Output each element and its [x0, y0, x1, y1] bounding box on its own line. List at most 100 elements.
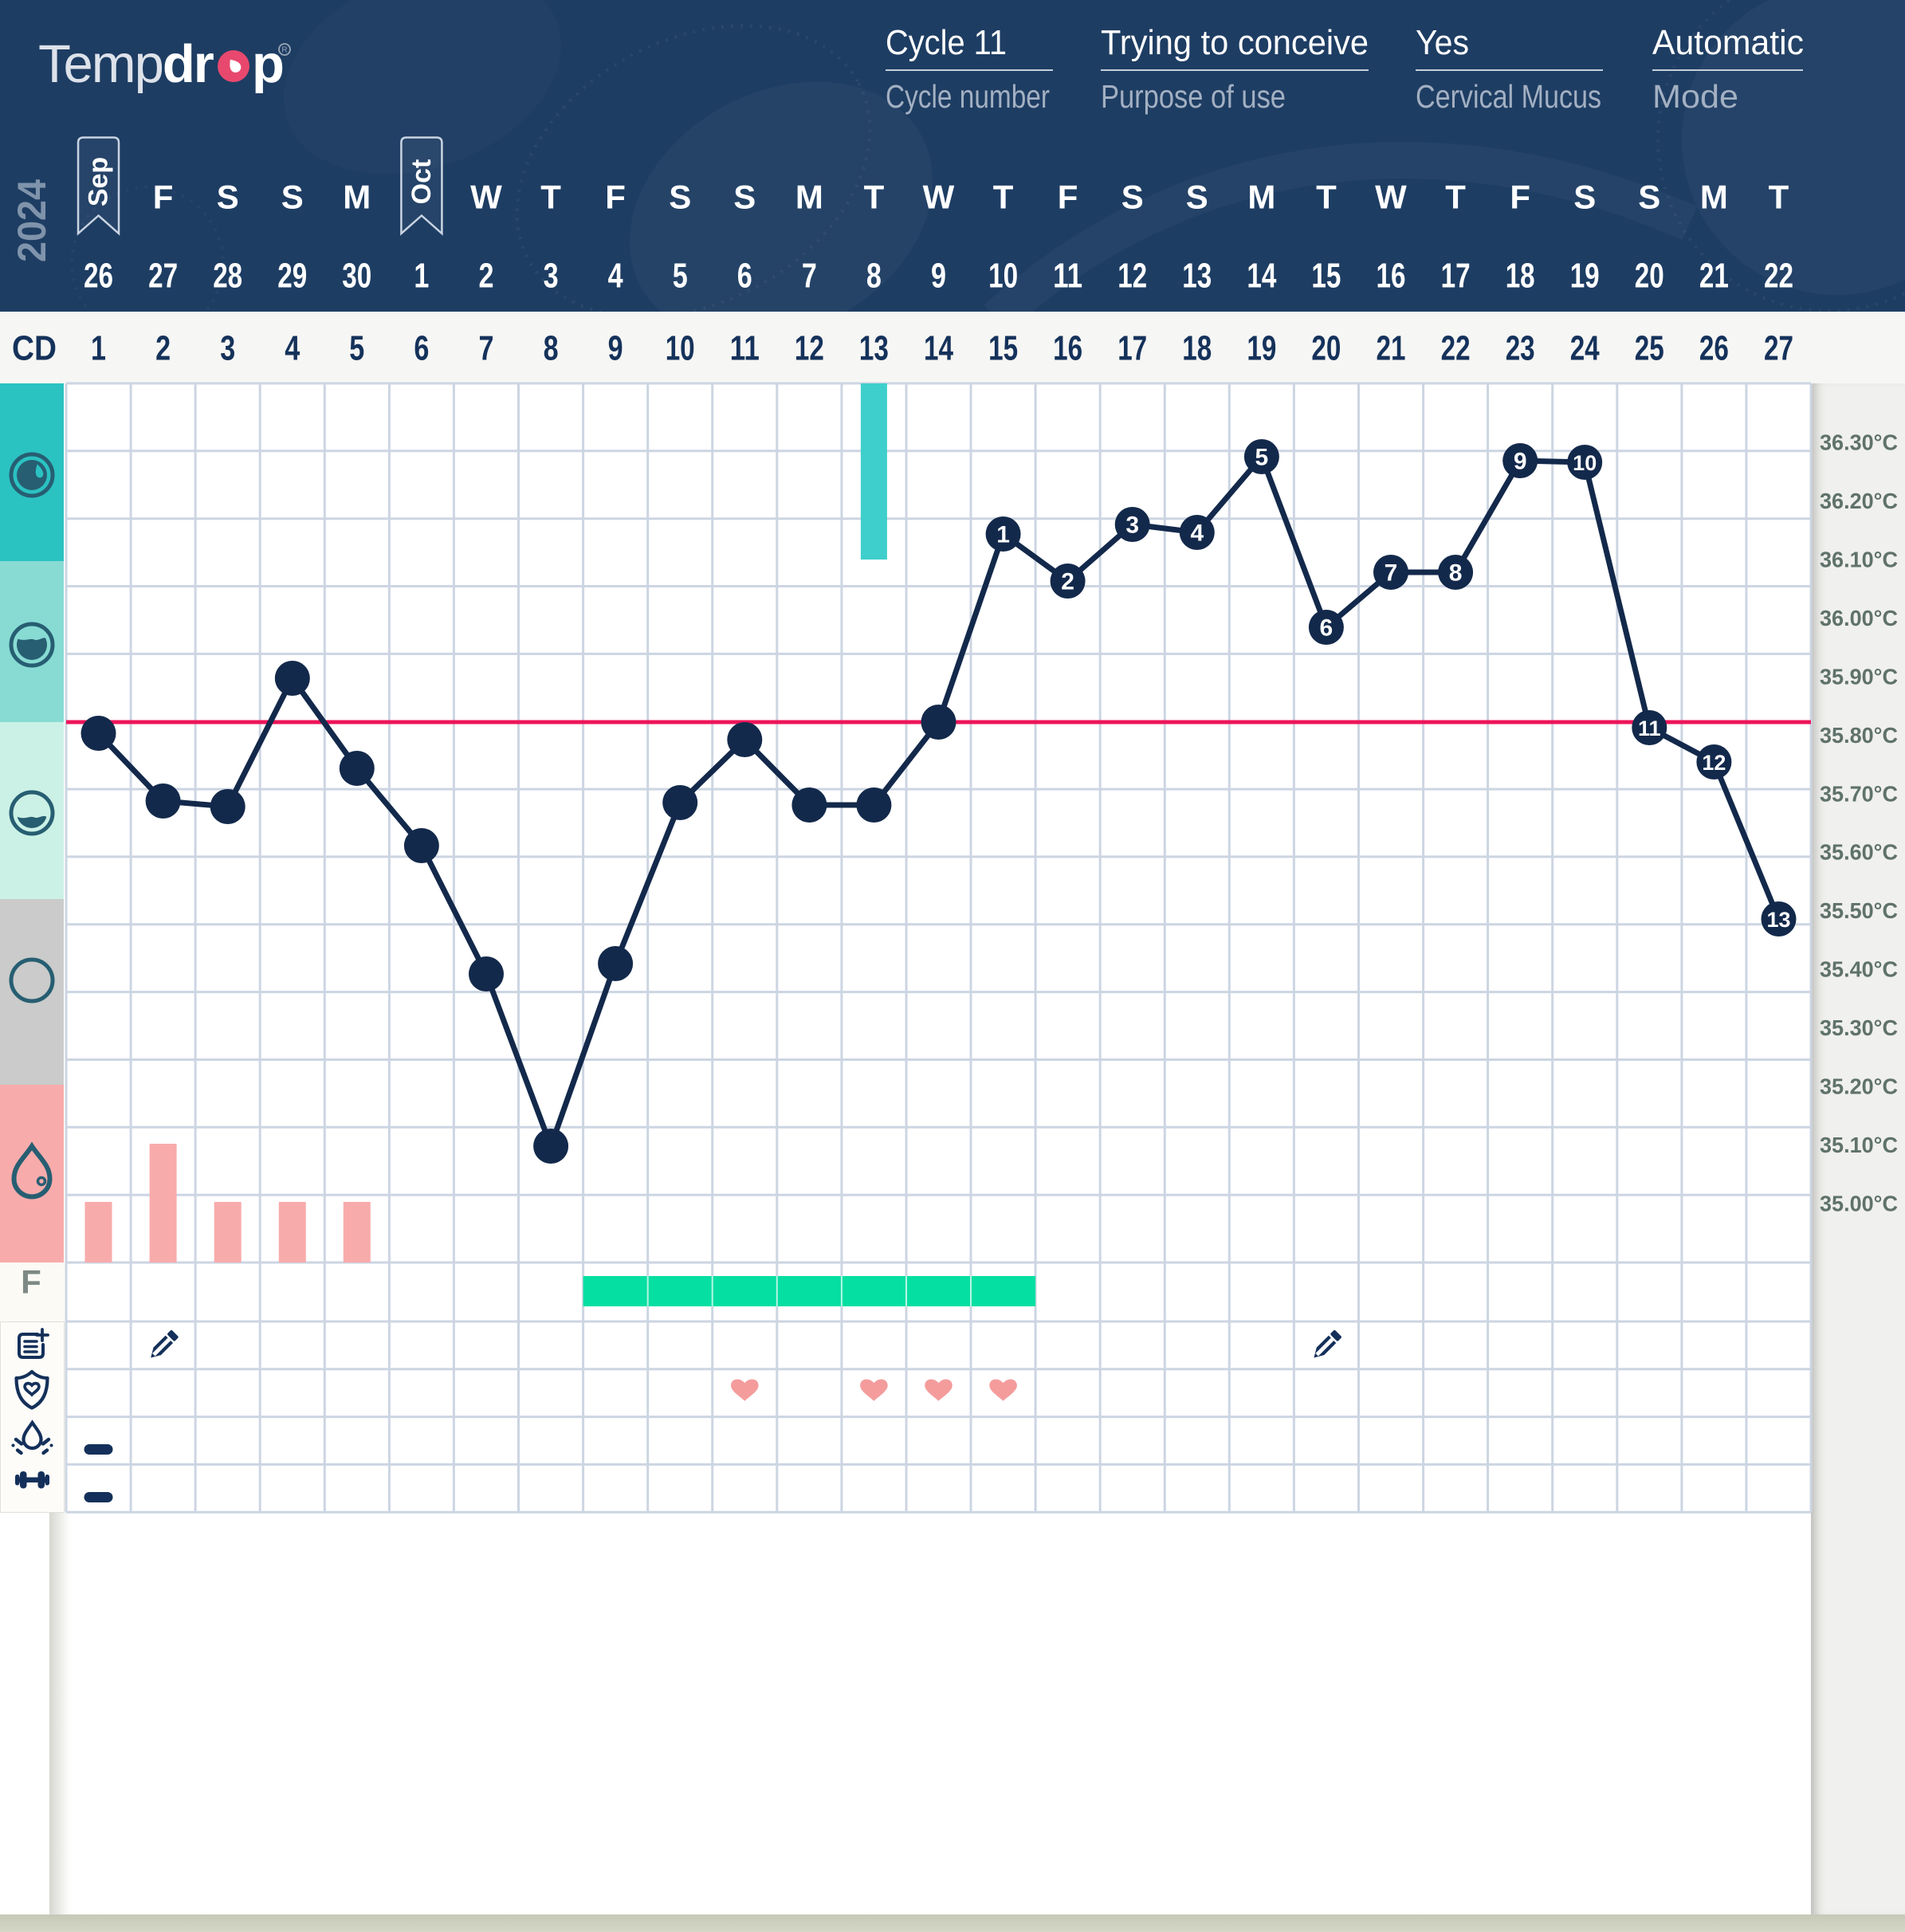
svg-text:10: 10	[1573, 451, 1597, 475]
svg-text:11: 11	[1638, 717, 1661, 740]
svg-text:9: 9	[1514, 449, 1527, 475]
svg-text:2: 2	[479, 257, 494, 296]
svg-text:R: R	[281, 46, 287, 55]
svg-text:W: W	[1375, 179, 1407, 216]
svg-text:8: 8	[1449, 560, 1463, 587]
svg-text:26: 26	[84, 257, 113, 296]
svg-text:W: W	[923, 179, 955, 216]
svg-text:17: 17	[1117, 329, 1147, 368]
svg-text:11: 11	[730, 329, 760, 368]
svg-text:F: F	[1058, 179, 1078, 216]
svg-text:M: M	[795, 179, 823, 216]
svg-text:27: 27	[1764, 329, 1793, 368]
svg-text:1: 1	[996, 522, 1010, 548]
svg-text:27: 27	[148, 257, 178, 296]
svg-text:5: 5	[349, 329, 364, 368]
svg-text:M: M	[1247, 179, 1275, 216]
svg-text:30: 30	[342, 257, 371, 296]
svg-text:Mode: Mode	[1652, 78, 1738, 115]
svg-text:T: T	[1316, 179, 1337, 216]
svg-text:26: 26	[1699, 329, 1729, 368]
svg-text:10: 10	[666, 329, 695, 368]
svg-text:4: 4	[608, 257, 623, 296]
svg-text:15: 15	[1311, 257, 1341, 296]
svg-text:17: 17	[1441, 257, 1471, 296]
svg-text:p: p	[252, 34, 285, 94]
svg-text:21: 21	[1377, 329, 1406, 368]
svg-text:12: 12	[1702, 751, 1726, 775]
svg-text:35.70°C: 35.70°C	[1820, 781, 1898, 806]
svg-text:CD: CD	[12, 329, 57, 368]
svg-text:7: 7	[802, 257, 817, 296]
svg-text:1: 1	[91, 329, 106, 368]
svg-text:36.00°C: 36.00°C	[1820, 606, 1898, 630]
svg-text:1: 1	[414, 257, 429, 296]
svg-text:Sep: Sep	[84, 157, 114, 206]
svg-text:2024: 2024	[10, 179, 54, 262]
svg-text:13: 13	[1182, 257, 1212, 296]
svg-text:3: 3	[1125, 512, 1139, 539]
svg-text:T: T	[1769, 179, 1789, 216]
svg-text:23: 23	[1506, 329, 1535, 368]
svg-text:19: 19	[1570, 257, 1600, 296]
svg-text:9: 9	[931, 257, 946, 296]
svg-text:13: 13	[1766, 908, 1790, 932]
svg-text:29: 29	[277, 257, 307, 296]
svg-text:T: T	[864, 179, 885, 216]
svg-text:S: S	[217, 179, 239, 216]
svg-text:22: 22	[1441, 329, 1471, 368]
svg-text:24: 24	[1570, 329, 1600, 368]
svg-text:M: M	[1700, 179, 1728, 216]
svg-text:8: 8	[544, 329, 559, 368]
svg-text:4: 4	[285, 329, 300, 368]
svg-text:Yes: Yes	[1416, 23, 1469, 62]
svg-text:20: 20	[1635, 257, 1664, 296]
svg-text:6: 6	[1320, 615, 1334, 642]
svg-text:35.10°C: 35.10°C	[1820, 1133, 1898, 1157]
svg-text:W: W	[470, 179, 502, 216]
svg-text:Cycle 11: Cycle 11	[886, 23, 1007, 62]
svg-text:7: 7	[1385, 560, 1398, 587]
svg-text:9: 9	[608, 329, 623, 368]
svg-text:S: S	[1121, 179, 1144, 216]
svg-text:18: 18	[1182, 329, 1212, 368]
svg-text:25: 25	[1635, 329, 1664, 368]
svg-text:Automatic: Automatic	[1652, 23, 1804, 62]
svg-text:S: S	[1573, 179, 1596, 216]
svg-text:4: 4	[1190, 520, 1204, 547]
svg-text:Oct: Oct	[407, 159, 437, 205]
svg-text:16: 16	[1377, 257, 1406, 296]
svg-text:F: F	[605, 179, 626, 216]
svg-text:22: 22	[1764, 257, 1793, 296]
svg-text:S: S	[669, 179, 691, 216]
svg-text:6: 6	[737, 257, 752, 296]
svg-text:T: T	[540, 179, 561, 216]
svg-text:11: 11	[1053, 257, 1082, 296]
svg-text:14: 14	[924, 329, 953, 368]
svg-text:2: 2	[1061, 569, 1074, 595]
svg-text:35.30°C: 35.30°C	[1820, 1015, 1898, 1040]
svg-text:S: S	[733, 179, 756, 216]
svg-text:36.10°C: 36.10°C	[1820, 547, 1898, 571]
svg-text:35.90°C: 35.90°C	[1820, 664, 1898, 689]
svg-text:35.20°C: 35.20°C	[1820, 1074, 1898, 1099]
svg-text:5: 5	[673, 257, 688, 296]
svg-text:Tempdr: Tempdr	[38, 34, 214, 94]
svg-text:35.50°C: 35.50°C	[1820, 898, 1898, 923]
svg-text:Cervical Mucus: Cervical Mucus	[1416, 78, 1601, 115]
svg-text:21: 21	[1699, 257, 1729, 296]
svg-text:T: T	[1445, 179, 1466, 216]
svg-text:8: 8	[866, 257, 882, 296]
svg-text:36.20°C: 36.20°C	[1820, 489, 1898, 513]
svg-text:3: 3	[220, 329, 235, 368]
svg-text:18: 18	[1506, 257, 1535, 296]
svg-text:2: 2	[155, 329, 171, 368]
svg-text:3: 3	[544, 257, 559, 296]
svg-text:6: 6	[414, 329, 429, 368]
svg-text:14: 14	[1247, 257, 1276, 296]
svg-text:36.30°C: 36.30°C	[1820, 430, 1898, 455]
svg-text:15: 15	[988, 329, 1018, 368]
svg-text:Purpose of use: Purpose of use	[1101, 78, 1286, 115]
svg-text:F: F	[21, 1263, 41, 1301]
svg-text:T: T	[993, 179, 1014, 216]
